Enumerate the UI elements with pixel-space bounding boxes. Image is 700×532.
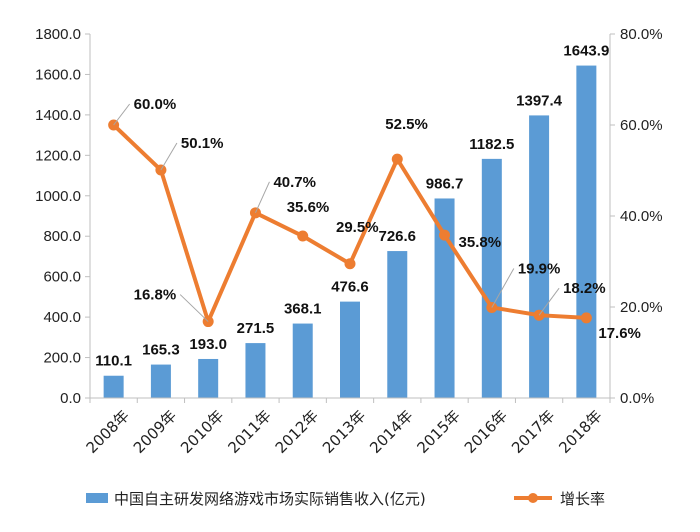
- line-data-label: 17.6%: [598, 325, 641, 342]
- line-data-label: 16.8%: [134, 287, 177, 304]
- bar-data-label: 1397.4: [516, 92, 563, 109]
- y-left-tick-label: 600.0: [43, 269, 81, 286]
- bar-2018年: [576, 65, 597, 398]
- x-category-label: 2016年: [461, 407, 511, 457]
- bar-2010年: [198, 358, 219, 398]
- line-data-label: 50.1%: [181, 135, 224, 152]
- bar-2012年: [292, 323, 313, 398]
- bar-2013年: [340, 301, 360, 398]
- y-left-tick-label: 1000.0: [35, 188, 81, 205]
- bar-data-label: 110.1: [95, 353, 132, 370]
- line-point-2018年: [580, 312, 592, 324]
- legend-line-marker: [528, 493, 538, 503]
- line-data-label: 35.6%: [287, 199, 330, 216]
- y-left-tick-label: 1400.0: [35, 107, 81, 124]
- y-right-tick-label: 60.0%: [620, 117, 663, 134]
- x-category-label: 2014年: [366, 407, 416, 457]
- y-left-tick-label: 200.0: [43, 350, 81, 367]
- legend: 中国自主研发网络游戏市场实际销售收入(亿元) 增长率: [86, 490, 605, 508]
- x-category-label: 2009年: [130, 407, 180, 457]
- line-data-label: 29.5%: [336, 219, 379, 236]
- y-right-tick-label: 40.0%: [620, 208, 663, 225]
- y-right-tick-label: 0.0%: [620, 390, 654, 407]
- y-left-tick-label: 1200.0: [35, 147, 81, 164]
- line-point-2012年: [297, 230, 309, 242]
- leader-line: [491, 268, 515, 308]
- line-data-label: 52.5%: [385, 116, 428, 133]
- x-category-label: 2012年: [272, 407, 322, 457]
- line-data-label: 60.0%: [134, 96, 177, 113]
- line-data-label: 19.9%: [518, 260, 561, 277]
- leader-line: [538, 287, 560, 316]
- bar-2011年: [245, 343, 266, 398]
- line-data-label: 35.8%: [459, 234, 502, 251]
- legend-bar-label: 中国自主研发网络游戏市场实际销售收入(亿元): [114, 490, 426, 508]
- line-point-2011年: [249, 207, 261, 219]
- y-right-tick-label: 20.0%: [620, 299, 663, 316]
- x-category-label: 2013年: [319, 407, 369, 457]
- leader-line: [113, 103, 131, 126]
- x-category-label: 2008年: [83, 407, 133, 457]
- bar-data-label: 1182.5: [469, 136, 514, 153]
- line-data-label: 18.2%: [563, 280, 606, 297]
- line-point-2014年: [391, 153, 403, 165]
- y-left-tick-label: 1600.0: [35, 66, 81, 83]
- x-category-label: 2018年: [555, 407, 605, 457]
- bar-data-label: 986.7: [426, 175, 464, 192]
- leader-line: [160, 142, 178, 171]
- y-left-tick-label: 800.0: [43, 228, 81, 245]
- bar-2016年: [481, 158, 502, 398]
- line-data-label: 40.7%: [273, 174, 316, 191]
- y-left-tick-label: 1800.0: [35, 26, 81, 43]
- y-left-tick-label: 400.0: [43, 309, 81, 326]
- bar-2014年: [387, 251, 408, 398]
- bar-2008年: [103, 375, 124, 398]
- bar-data-label: 1643.9: [563, 43, 609, 60]
- legend-line-label: 增长率: [560, 490, 605, 508]
- data-labels: 110.1 165.3 193.0 271.5 368.1 476.6 726.6 986.7…: [95, 43, 641, 370]
- x-category-label: 2017年: [508, 407, 558, 457]
- x-category-label: 2011年: [224, 407, 274, 457]
- bar-data-label: 476.6: [331, 279, 369, 296]
- leader-line: [254, 181, 270, 214]
- bar-data-label: 271.5: [237, 320, 275, 337]
- bar-2015年: [434, 198, 455, 398]
- line-point-2013年: [344, 258, 356, 270]
- legend-bar-swatch: [86, 493, 108, 503]
- line-point-2015年: [439, 229, 451, 241]
- x-category-label: 2010年: [177, 407, 227, 457]
- bar-data-label: 193.0: [189, 336, 227, 353]
- bar-data-label: 165.3: [142, 342, 180, 359]
- bar-data-label: 726.6: [378, 228, 416, 245]
- bar-2017年: [529, 115, 550, 398]
- x-category-label: 2015年: [414, 407, 464, 457]
- bar-2009年: [150, 364, 171, 398]
- y-left-tick-label: 0.0: [60, 390, 81, 407]
- y-right-tick-label: 80.0%: [620, 26, 663, 43]
- bar-data-label: 368.1: [284, 301, 322, 318]
- bar-series: [103, 65, 597, 398]
- leader-line: [179, 294, 209, 322]
